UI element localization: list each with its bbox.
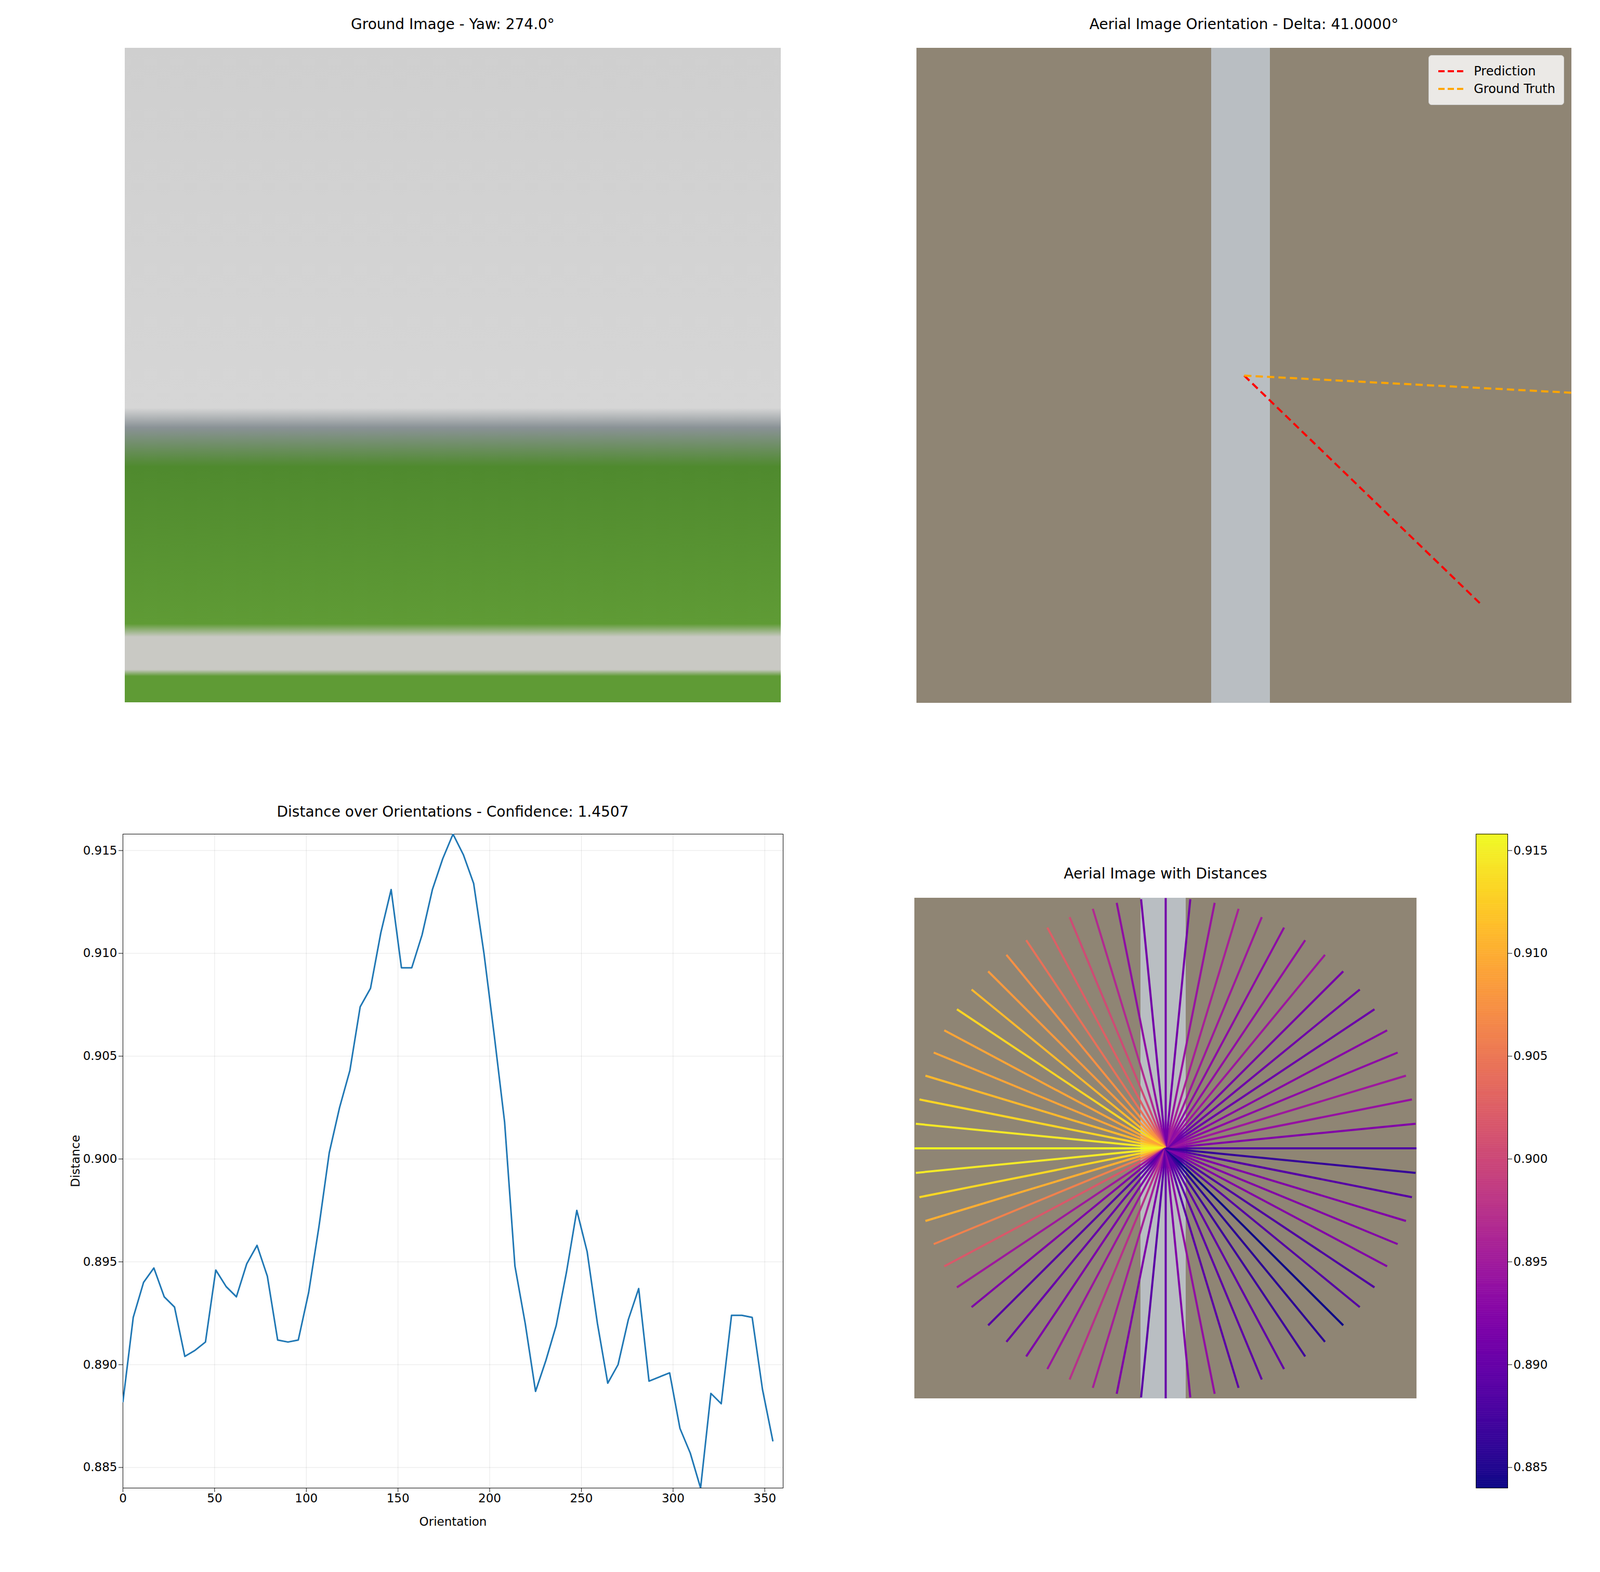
svg-text:0: 0 — [119, 1491, 127, 1505]
svg-text:200: 200 — [478, 1491, 502, 1505]
svg-text:0.905: 0.905 — [1513, 1048, 1549, 1063]
svg-text:300: 300 — [661, 1491, 685, 1505]
html-text:Prediction: Prediction — [1473, 63, 1536, 79]
svg-text:0.885: 0.885 — [1513, 1460, 1549, 1474]
svg-text:0.895: 0.895 — [83, 1254, 118, 1269]
svg-text:100: 100 — [294, 1491, 318, 1505]
svg-text:0.905: 0.905 — [83, 1048, 118, 1063]
svg-text:0.915: 0.915 — [83, 843, 118, 858]
svg-text:0.915: 0.915 — [1513, 843, 1549, 858]
svg-text:Orientation: Orientation — [419, 1514, 488, 1529]
svg-text:250: 250 — [569, 1491, 593, 1505]
svg-text:0.910: 0.910 — [1513, 946, 1549, 960]
svg-text:Distance: Distance — [68, 1134, 83, 1188]
html-text:Aerial Image with Distances: Aerial Image with Distances — [1063, 864, 1268, 883]
svg-text:0.895: 0.895 — [1513, 1254, 1549, 1269]
html-text:Ground Truth: Ground Truth — [1473, 81, 1556, 97]
html-text:Distance over Orientations - C: Distance over Orientations - Confidence:… — [276, 803, 629, 821]
html-text:Aerial Image Orientation - Del: Aerial Image Orientation - Delta: 41.000… — [1089, 15, 1399, 33]
svg-text:0.885: 0.885 — [83, 1460, 118, 1474]
svg-text:0.910: 0.910 — [83, 946, 118, 960]
svg-text:0.890: 0.890 — [1513, 1357, 1549, 1372]
svg-text:0.900: 0.900 — [83, 1151, 118, 1166]
svg-text:150: 150 — [386, 1491, 410, 1505]
svg-text:50: 50 — [206, 1491, 222, 1505]
html-text:Ground Image - Yaw: 274.0°: Ground Image - Yaw: 274.0° — [350, 15, 555, 33]
svg-text:350: 350 — [753, 1491, 777, 1505]
svg-text:0.900: 0.900 — [1513, 1151, 1549, 1166]
svg-text:0.890: 0.890 — [83, 1357, 118, 1372]
